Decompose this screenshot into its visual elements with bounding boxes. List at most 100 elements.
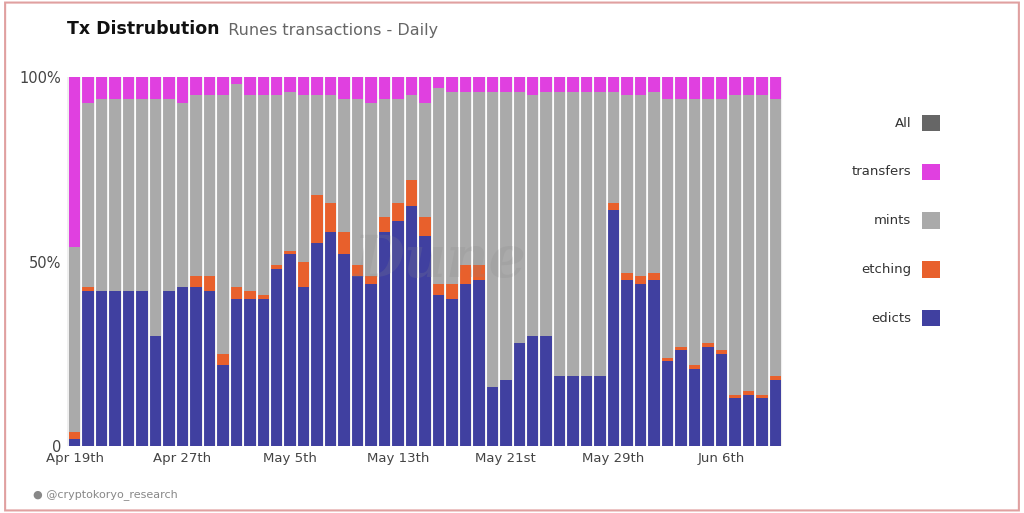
Bar: [190, 287, 202, 446]
Bar: [244, 299, 256, 446]
Bar: [298, 287, 309, 446]
Bar: [285, 92, 296, 250]
Bar: [460, 92, 471, 265]
Bar: [204, 291, 215, 446]
Bar: [392, 221, 403, 446]
Text: etching: etching: [861, 263, 911, 276]
Bar: [419, 218, 431, 236]
Bar: [689, 99, 700, 365]
Bar: [150, 336, 161, 446]
Bar: [689, 365, 700, 369]
Bar: [581, 92, 592, 376]
Bar: [96, 99, 108, 291]
Bar: [594, 376, 606, 446]
Bar: [271, 95, 283, 265]
Bar: [217, 77, 228, 95]
Bar: [366, 77, 377, 103]
Bar: [541, 92, 552, 336]
Bar: [460, 284, 471, 446]
Bar: [541, 336, 552, 446]
Bar: [770, 99, 781, 376]
Bar: [110, 99, 121, 291]
Bar: [486, 77, 498, 92]
Bar: [379, 77, 390, 99]
Bar: [352, 99, 364, 265]
Bar: [406, 95, 417, 181]
Bar: [446, 284, 458, 299]
Bar: [756, 77, 768, 95]
Bar: [366, 277, 377, 284]
Bar: [352, 77, 364, 99]
Bar: [271, 265, 283, 269]
Bar: [338, 232, 350, 254]
Bar: [770, 376, 781, 380]
Bar: [392, 99, 403, 203]
Bar: [702, 347, 714, 446]
Bar: [527, 95, 539, 336]
Bar: [689, 369, 700, 446]
Bar: [689, 77, 700, 99]
Bar: [622, 273, 633, 280]
Bar: [190, 95, 202, 277]
Bar: [244, 77, 256, 95]
Bar: [433, 295, 444, 446]
Bar: [258, 95, 269, 295]
Bar: [69, 439, 80, 446]
Text: Dune: Dune: [353, 233, 525, 290]
Bar: [446, 92, 458, 284]
Bar: [675, 77, 687, 99]
Bar: [662, 99, 673, 358]
Bar: [96, 291, 108, 446]
Bar: [271, 269, 283, 446]
Bar: [716, 354, 727, 446]
Bar: [110, 291, 121, 446]
Bar: [554, 77, 565, 92]
Bar: [311, 243, 323, 446]
Bar: [702, 343, 714, 347]
Bar: [648, 273, 659, 280]
Bar: [217, 354, 228, 365]
Bar: [514, 92, 525, 343]
Bar: [325, 232, 336, 446]
Bar: [244, 95, 256, 291]
Bar: [285, 254, 296, 446]
Bar: [379, 218, 390, 232]
Bar: [702, 99, 714, 343]
Bar: [392, 77, 403, 99]
Bar: [69, 247, 80, 431]
Bar: [433, 88, 444, 284]
Bar: [756, 95, 768, 394]
Bar: [82, 287, 94, 291]
Bar: [366, 284, 377, 446]
Bar: [635, 284, 646, 446]
Bar: [325, 203, 336, 232]
Bar: [729, 394, 740, 398]
Bar: [662, 358, 673, 361]
Bar: [123, 99, 134, 291]
Bar: [258, 299, 269, 446]
Bar: [486, 92, 498, 387]
Bar: [285, 77, 296, 92]
Bar: [406, 181, 417, 206]
Bar: [123, 77, 134, 99]
Text: All: All: [895, 116, 911, 130]
Bar: [608, 92, 620, 203]
Bar: [581, 77, 592, 92]
Bar: [136, 77, 147, 99]
Bar: [756, 394, 768, 398]
Text: mints: mints: [874, 214, 911, 227]
Bar: [460, 265, 471, 284]
Bar: [285, 250, 296, 254]
Bar: [581, 376, 592, 446]
Bar: [446, 77, 458, 92]
Bar: [82, 77, 94, 103]
Bar: [366, 103, 377, 277]
Bar: [716, 77, 727, 99]
Bar: [608, 77, 620, 92]
Bar: [230, 287, 242, 299]
Bar: [729, 95, 740, 394]
Bar: [379, 99, 390, 218]
Bar: [527, 77, 539, 95]
Bar: [473, 77, 484, 92]
Bar: [662, 361, 673, 446]
